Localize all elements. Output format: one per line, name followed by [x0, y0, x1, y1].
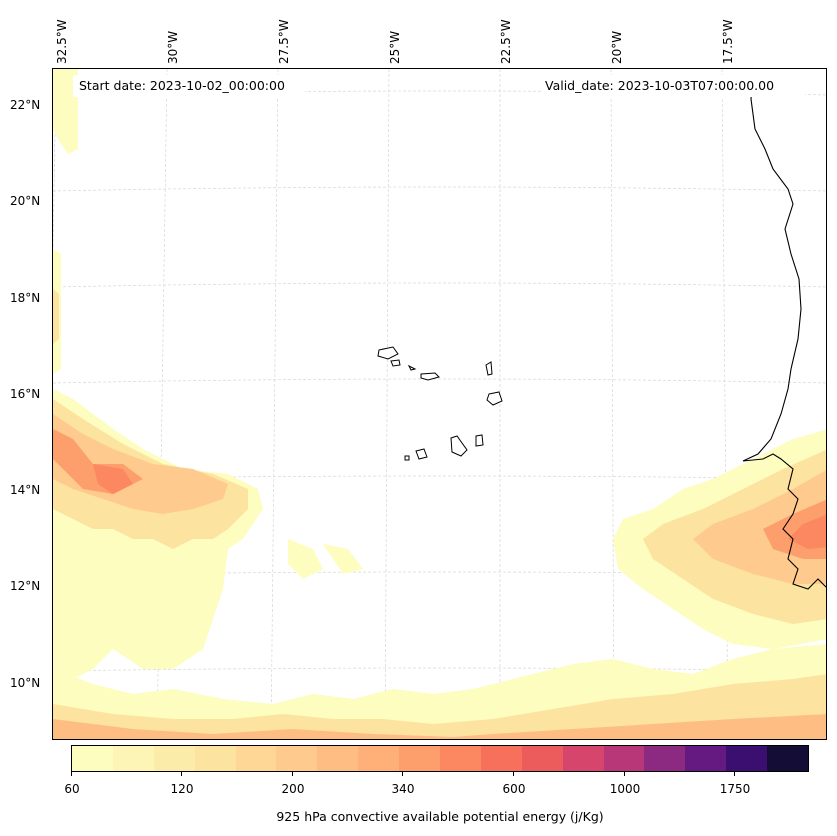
cb-tick-1000	[624, 772, 625, 776]
cb-tick-120	[181, 772, 182, 776]
cb-tick-60	[71, 772, 72, 776]
colorbar-cell-12	[562, 746, 604, 771]
cb-label-200: 200	[281, 782, 305, 796]
colorbar-cell-15	[685, 746, 727, 771]
colorbar-cell-11	[521, 746, 563, 771]
lon-label-25w: 25°W	[388, 30, 402, 64]
cape-verde-islands	[377, 346, 503, 461]
colorbar-cell-5	[276, 746, 318, 771]
colorbar-cell-16	[726, 746, 768, 771]
cb-tick-600	[513, 772, 514, 776]
colorbar	[71, 745, 809, 772]
map-canvas	[53, 69, 826, 739]
start-date-text: Start date: 2023-10-02_00:00:00	[79, 78, 285, 93]
colorbar-cell-3	[194, 746, 236, 771]
valid-date-box	[541, 75, 805, 97]
cb-tick-1750	[734, 772, 735, 776]
lon-label-27-5w: 27.5°W	[277, 19, 291, 64]
colorbar-cell-6	[317, 746, 359, 771]
colorbar-cell-8	[399, 746, 441, 771]
cb-label-60: 60	[64, 782, 80, 796]
lon-label-22-5w: 22.5°W	[499, 19, 513, 64]
lat-label-16n: 16°N	[10, 387, 41, 401]
cb-label-120: 120	[170, 782, 194, 796]
cb-label-1750: 1750	[719, 782, 751, 796]
lon-label-20w: 20°W	[610, 30, 624, 64]
lat-label-14n: 14°N	[10, 483, 41, 497]
lat-label-10n: 10°N	[10, 676, 41, 690]
colorbar-cell-9	[440, 746, 481, 771]
colorbar-cell-1	[112, 746, 154, 771]
cb-tick-200	[292, 772, 293, 776]
start-date-box	[73, 75, 305, 97]
cape-fill-east	[493, 429, 826, 739]
cb-label-1000: 1000	[609, 782, 641, 796]
colorbar-cell-4	[235, 746, 277, 771]
cb-label-600: 600	[502, 782, 526, 796]
lat-label-18n: 18°N	[10, 291, 41, 305]
cb-tick-340	[402, 772, 403, 776]
lon-label-32-5w: 32.5°W	[55, 19, 69, 64]
colorbar-title: 925 hPa convective available potential e…	[276, 809, 604, 824]
colorbar-cell-14	[644, 746, 686, 771]
lat-label-22n: 22°N	[10, 98, 41, 112]
colorbar-cell-0	[72, 746, 113, 771]
colorbar-cell-17	[767, 746, 809, 771]
colorbar-cell-2	[153, 746, 195, 771]
cape-fill-west	[53, 69, 493, 739]
cb-label-340: 340	[391, 782, 415, 796]
lon-label-17-5w: 17.5°W	[721, 19, 735, 64]
colorbar-cell-13	[603, 746, 645, 771]
map-area[interactable]	[52, 68, 827, 740]
lat-label-20n: 20°N	[10, 194, 41, 208]
coastline-africa	[742, 78, 826, 590]
colorbar-cell-7	[358, 746, 400, 771]
colorbar-cell-10	[480, 746, 522, 771]
valid-date-text: Valid_date: 2023-10-03T07:00:00.00	[545, 78, 775, 93]
lon-label-30w: 30°W	[166, 30, 180, 64]
lat-label-12n: 12°N	[10, 579, 41, 593]
